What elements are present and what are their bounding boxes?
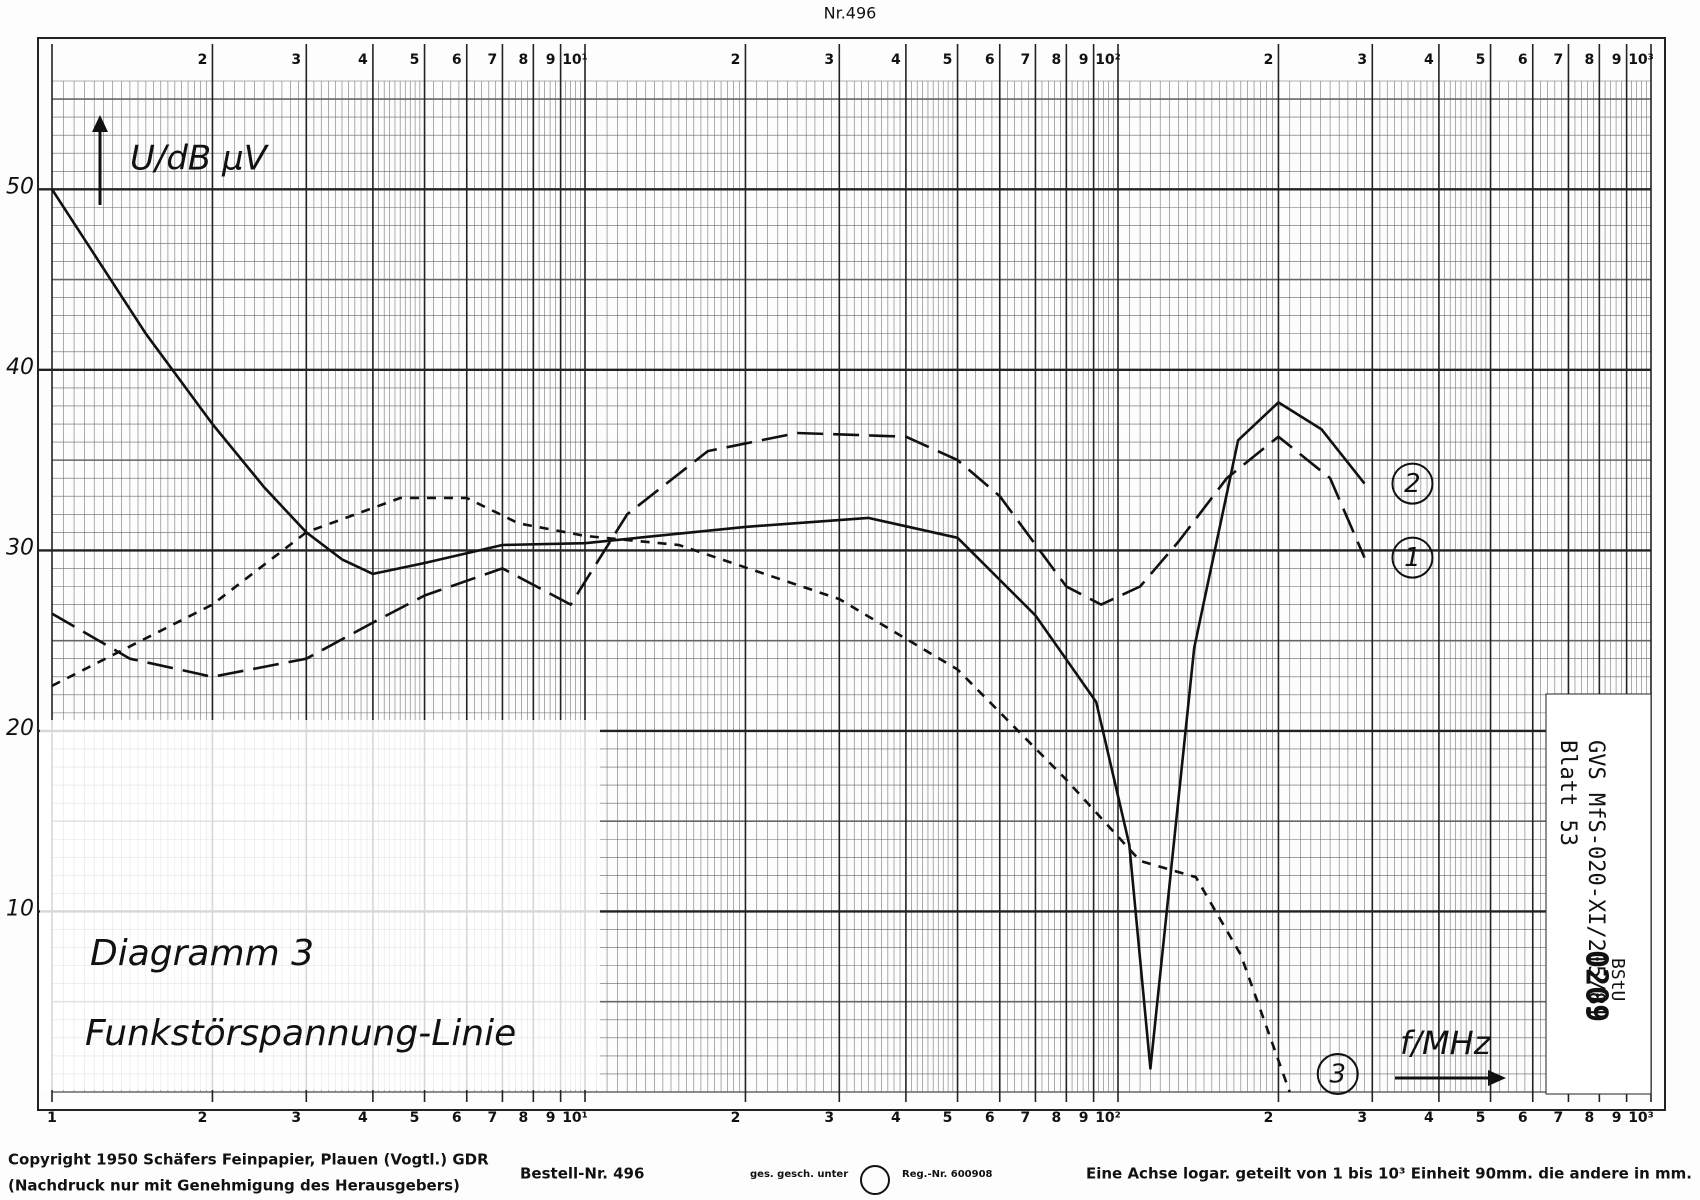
x-tick-label: 4 [891,1110,901,1126]
stamp: GVS MfS-020-XI/215/81 Blatt 53 BStU 0209 [1555,740,1628,1022]
x-tick-label: 9 [1612,1110,1622,1126]
x-tick-label: 5 [410,1110,420,1126]
footer-text: Reg.-Nr. 600908 [902,1169,993,1180]
legend-circle [1391,536,1434,579]
x-axis-label: f/MHz [1400,1024,1492,1062]
legend-label: 2 [1404,469,1421,499]
footer-text: Copyright 1950 Schäfers Feinpapier, Plau… [8,1151,489,1169]
x-tick-label: 10¹ [562,1110,588,1126]
x-tick-label: 2 [731,1110,741,1126]
x-tick-label: 8 [1584,1110,1594,1126]
x-tick-label: 7 [1554,1110,1564,1126]
x-tick-label: 10³ [1628,1110,1654,1126]
y-tick-label: 20 [6,716,34,741]
plot-frame [37,37,1666,1111]
chart-title: Funkstörspannung-Linie [85,1013,516,1054]
x-tick-label: 7 [1021,1110,1031,1126]
x-tick-label: 8 [518,52,528,68]
grid [37,37,1666,1111]
x-tick-label: 5 [943,52,953,68]
x-tick-label: 6 [1518,52,1528,68]
x-tick-label: 8 [518,1110,528,1126]
stamp-text: 0209 [1579,950,1614,1022]
x-tick-label: 6 [985,52,995,68]
legend-label: 3 [1329,1060,1346,1090]
x-tick-label: 10³ [1628,52,1654,68]
x-tick-label: 9 [1079,1110,1089,1126]
x-tick-label: 3 [291,1110,301,1126]
x-tick-label: 4 [1424,52,1434,68]
x-tick-label: 2 [198,52,208,68]
x-tick-label: 3 [824,52,834,68]
x-tick-label: 10¹ [562,52,588,68]
axis-arrow [1488,1070,1506,1086]
title-box [40,720,600,1090]
x-tick-label: 7 [488,52,498,68]
footer-text: Bestell-Nr. 496 [520,1165,644,1183]
x-tick-label: 2 [731,52,741,68]
x-tick-label: 4 [1424,1110,1434,1126]
series-line [50,188,1366,1070]
legend-circle [1316,1053,1359,1095]
stamp-text: GVS MfS-020-XI/215/81 [1583,740,1608,1018]
x-tick-label: 8 [1584,52,1594,68]
axis-arrow [92,115,108,132]
y-tick-label: 10 [6,896,34,921]
x-tick-label: 3 [824,1110,834,1126]
x-tick-label: 5 [1476,1110,1486,1126]
footer-text: Eine Achse logar. geteilt von 1 bis 10³ … [1086,1165,1692,1183]
x-tick-label: 6 [1518,1110,1528,1126]
series-line [51,431,1366,679]
x-tick-label: 8 [1051,1110,1061,1126]
x-tick-label: 4 [358,52,368,68]
x-tick-label: 2 [1264,52,1274,68]
stamp-box [1545,693,1652,1095]
x-tick-label: 9 [1079,52,1089,68]
sheet-number: Nr.496 [824,4,877,23]
footer-text: ges. gesch. unter [750,1169,848,1180]
x-tick-label: 2 [1264,1110,1274,1126]
footer-text: (Nachdruck nur mit Genehmigung des Herau… [8,1177,460,1195]
x-tick-label: 3 [291,52,301,68]
x-tick-label: 2 [198,1110,208,1126]
x-tick-label: 9 [546,52,556,68]
legend-label: 1 [1404,543,1421,573]
y-tick-label: 30 [6,535,34,560]
series-line [51,496,1291,1093]
stamp-text: BStU [1607,958,1628,1001]
x-tick-label: 5 [1476,52,1486,68]
legend-circle [1391,462,1434,505]
y-axis-label: U/dB µV [130,139,270,179]
logo [860,1165,890,1195]
x-tick-label: 8 [1051,52,1061,68]
stamp-text: Blatt 53 [1555,740,1580,846]
x-tick-label: 3 [1357,1110,1367,1126]
x-tick-label: 3 [1357,52,1367,68]
x-tick-label: 6 [452,1110,462,1126]
x-tick-label: 5 [943,1110,953,1126]
x-tick-label: 6 [985,1110,995,1126]
x-tick-label: 6 [452,52,462,68]
x-tick-label: 9 [546,1110,556,1126]
chart-title: Diagramm 3 [90,933,314,974]
x-tick-label: 4 [358,1110,368,1126]
x-tick-label: 10² [1095,52,1121,68]
x-tick-label: 4 [891,52,901,68]
x-tick-label: 7 [488,1110,498,1126]
x-tick-label: 7 [1021,52,1031,68]
x-tick-label: 5 [410,52,420,68]
x-tick-label: 1 [47,1110,57,1126]
x-tick-label: 7 [1554,52,1564,68]
y-tick-label: 50 [6,174,34,199]
x-tick-label: 9 [1612,52,1622,68]
x-tick-label: 10² [1095,1110,1121,1126]
y-tick-label: 40 [6,355,34,380]
